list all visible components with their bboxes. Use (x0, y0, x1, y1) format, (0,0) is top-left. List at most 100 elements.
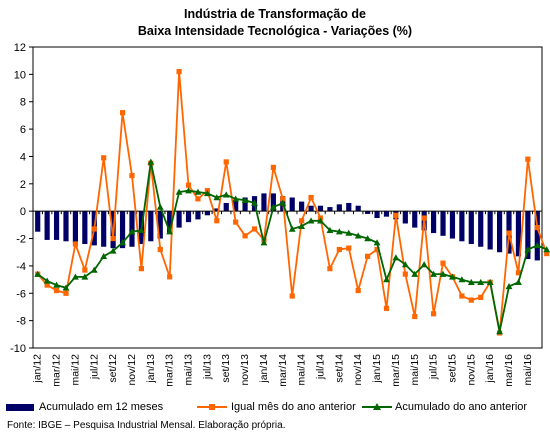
y-tick-label: 8 (20, 97, 26, 109)
bar (459, 211, 465, 242)
x-tick-label: jan/12 (32, 354, 44, 384)
point-monthly (355, 287, 361, 294)
x-tick-label: set/15 (446, 354, 458, 383)
bar (468, 211, 474, 245)
point-monthly (289, 293, 295, 299)
bar (289, 197, 295, 212)
y-tick-label: 10 (14, 69, 26, 81)
point-monthly (393, 212, 399, 218)
bar (412, 211, 418, 228)
bar (299, 201, 305, 212)
bar (449, 211, 456, 239)
x-tick-label: jan/14 (258, 354, 270, 384)
point-ytd (373, 239, 381, 246)
bar (525, 211, 531, 260)
point-monthly (176, 69, 182, 75)
y-tick-label: 6 (20, 124, 26, 136)
point-monthly (402, 271, 408, 277)
point-ytd (156, 203, 164, 210)
point-ytd (43, 277, 51, 284)
point-monthly (459, 293, 465, 299)
bar (365, 211, 371, 214)
legend: Acumulado em 12 meses Igual mês do ano a… (0, 401, 550, 417)
y-tick-label: -4 (16, 261, 26, 273)
point-monthly (53, 287, 60, 294)
point-monthly (383, 305, 390, 311)
point-monthly (138, 266, 144, 272)
x-tick-label: jul/14 (314, 354, 326, 380)
point-ytd (260, 239, 268, 246)
y-tick-label: -10 (10, 343, 26, 355)
point-ytd (345, 229, 353, 236)
point-monthly (233, 219, 239, 225)
point-monthly (468, 297, 474, 303)
bar (101, 211, 107, 247)
point-ytd (34, 270, 42, 277)
chart-subtitle: Baixa Intensidade Tecnológica - Variaçõe… (137, 24, 413, 38)
point-ytd (100, 252, 108, 260)
point-ytd (175, 188, 183, 195)
point-monthly (110, 235, 116, 242)
point-monthly (101, 155, 107, 161)
point-ytd (515, 278, 522, 286)
point-ytd (147, 158, 155, 165)
x-tick-label: jul/15 (428, 354, 440, 380)
x-tick-label: nov/15 (465, 354, 477, 386)
x-tick-label: mai/16 (522, 354, 534, 386)
point-ytd (213, 194, 221, 201)
bar (214, 208, 220, 212)
x-tick-label: set/14 (333, 354, 345, 383)
point-ytd (411, 270, 419, 277)
point-monthly (251, 226, 258, 232)
point-ytd (194, 188, 202, 195)
point-ytd (477, 278, 485, 286)
point-monthly (44, 282, 50, 288)
point-monthly (157, 246, 163, 253)
x-tick-label: mar/15 (390, 354, 402, 387)
point-monthly (478, 294, 484, 300)
bar (270, 193, 276, 212)
point-ytd (72, 273, 79, 280)
point-monthly (119, 110, 126, 116)
x-tick-label: nov/13 (239, 354, 251, 386)
point-monthly (167, 274, 173, 280)
point-ytd (543, 246, 550, 253)
point-ytd (62, 284, 70, 291)
y-tick-label: -8 (16, 316, 26, 328)
bar (82, 211, 88, 245)
legend-label-monthly: Igual mês do ano anterior (231, 401, 356, 413)
bar (35, 211, 41, 232)
point-ytd (288, 225, 296, 232)
bar (402, 211, 408, 224)
source-note: Fonte: IBGE – Pesquisa Industrial Mensal… (7, 420, 286, 431)
point-ytd (430, 270, 438, 277)
point-ytd (354, 232, 362, 239)
bar (346, 202, 352, 212)
point-ytd (307, 217, 315, 224)
x-tick-label: mar/14 (277, 354, 289, 387)
point-monthly (336, 246, 342, 253)
point-ytd (53, 281, 60, 288)
point-ytd (109, 247, 117, 254)
point-monthly (223, 159, 229, 165)
y-tick-label: -6 (16, 288, 26, 300)
legend-label-ytd: Acumulado do ano anterior (395, 401, 528, 413)
point-monthly (431, 311, 437, 317)
point-ytd (298, 222, 306, 229)
point-ytd (326, 226, 334, 234)
x-tick-label: mar/13 (164, 354, 176, 387)
point-ytd (533, 241, 541, 249)
point-monthly (63, 290, 69, 296)
point-ytd (128, 228, 136, 235)
point-monthly (308, 194, 314, 201)
x-tick-label: jul/12 (88, 354, 100, 380)
x-tick-label: nov/12 (126, 354, 138, 386)
bar (223, 202, 229, 212)
point-monthly (440, 260, 446, 266)
point-monthly (91, 226, 97, 232)
x-tick-label: mai/12 (69, 354, 81, 386)
point-ytd (166, 228, 174, 235)
point-ytd (251, 199, 258, 206)
